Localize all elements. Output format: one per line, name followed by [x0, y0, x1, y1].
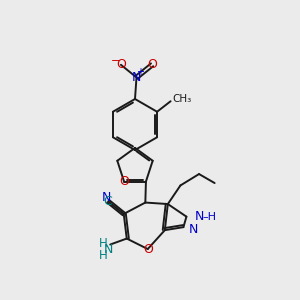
Text: +: + [136, 67, 144, 77]
Text: N: N [132, 71, 141, 84]
Text: O: O [143, 242, 153, 256]
Text: O: O [116, 58, 126, 71]
Text: N: N [104, 243, 113, 256]
Text: H: H [99, 249, 108, 262]
Text: H: H [99, 237, 108, 250]
Text: −: − [111, 56, 120, 66]
Text: O: O [147, 58, 157, 71]
Text: N: N [189, 223, 198, 236]
Text: C: C [103, 195, 112, 208]
Text: O: O [119, 175, 129, 188]
Text: N: N [195, 210, 204, 223]
Text: N: N [102, 191, 112, 204]
Text: –H: –H [203, 212, 217, 222]
Text: CH₃: CH₃ [172, 94, 191, 104]
